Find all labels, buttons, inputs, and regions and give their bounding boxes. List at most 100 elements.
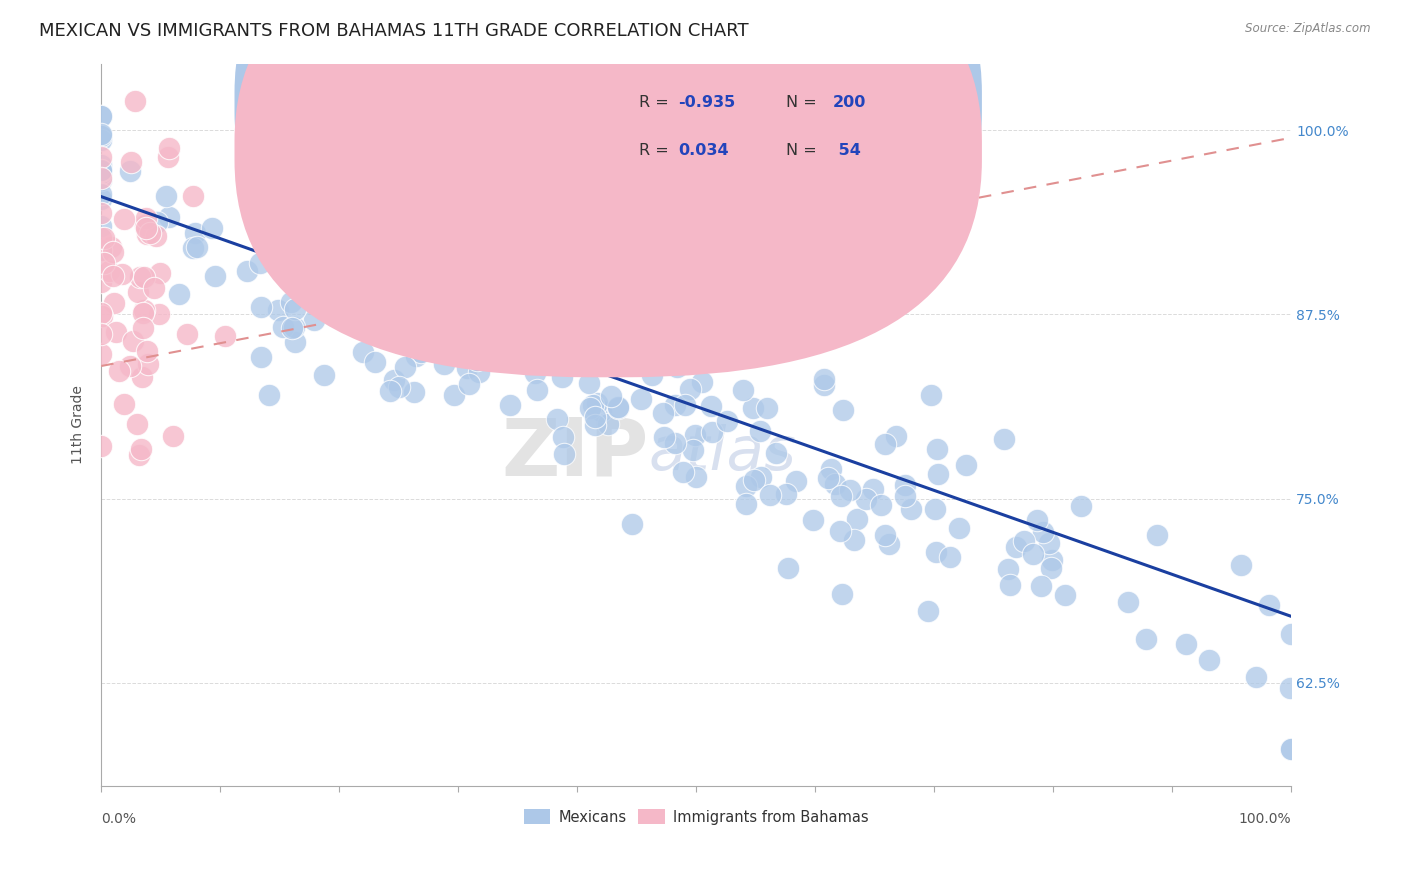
Point (122, 334, 145, 349)
Point (607, 400, 630, 414)
Point (832, 402, 855, 417)
Point (157, 210, 180, 224)
Point (413, 280, 436, 294)
Point (886, 428, 908, 442)
Point (382, 373, 405, 387)
Point (652, 430, 675, 444)
Point (586, 395, 609, 409)
Point (128, 449, 150, 463)
Point (422, 343, 444, 357)
Point (429, 315, 451, 329)
Point (90, 109, 112, 123)
Point (284, 301, 307, 316)
Point (104, 326, 127, 340)
Point (257, 387, 280, 401)
Point (1014, 533, 1036, 548)
Point (98, 264, 121, 278)
Point (112, 397, 135, 411)
Point (148, 266, 170, 280)
Point (131, 370, 153, 384)
Point (347, 128, 370, 143)
Point (583, 410, 606, 425)
Point (405, 349, 427, 363)
Point (526, 383, 548, 397)
Point (1244, 670, 1267, 684)
Point (181, 189, 204, 203)
Point (90, 162, 112, 177)
Point (433, 358, 456, 372)
Point (1230, 558, 1253, 573)
Point (132, 269, 155, 284)
Point (302, 313, 325, 327)
Point (877, 537, 900, 551)
Point (716, 414, 738, 428)
Point (652, 406, 675, 420)
Point (460, 290, 482, 304)
Point (90, 158, 112, 172)
Point (742, 473, 765, 487)
Point (373, 330, 395, 344)
Point (167, 287, 190, 301)
Point (775, 487, 797, 501)
FancyBboxPatch shape (235, 0, 981, 329)
Point (993, 432, 1015, 446)
Point (281, 320, 304, 334)
Point (873, 437, 896, 451)
Point (785, 474, 807, 488)
Point (499, 328, 522, 343)
Point (93, 256, 115, 270)
Point (90, 128, 112, 142)
Point (831, 587, 853, 601)
Point (749, 469, 772, 483)
Point (672, 465, 695, 479)
Point (132, 306, 155, 320)
Point (1279, 742, 1302, 756)
Point (920, 388, 942, 402)
Point (214, 329, 236, 343)
Point (146, 215, 169, 229)
Point (90, 129, 112, 144)
Point (138, 226, 160, 240)
Point (817, 470, 839, 484)
Point (869, 498, 891, 512)
Point (451, 346, 474, 360)
Point (136, 357, 159, 371)
Point (402, 385, 425, 400)
Point (93, 230, 115, 244)
Point (235, 264, 257, 278)
Point (249, 350, 271, 364)
Point (112, 212, 135, 227)
Point (181, 241, 204, 255)
Point (631, 358, 654, 372)
Point (546, 411, 568, 425)
Point (955, 458, 977, 472)
Point (135, 227, 157, 241)
Point (103, 296, 125, 310)
Point (337, 307, 360, 321)
Point (204, 268, 226, 283)
Point (997, 562, 1019, 576)
Point (101, 268, 124, 283)
Point (186, 240, 208, 254)
Point (824, 476, 846, 491)
Legend: Mexicans, Immigrants from Bahamas: Mexicans, Immigrants from Bahamas (517, 804, 875, 830)
Point (508, 305, 530, 319)
Point (315, 262, 337, 277)
Point (742, 401, 765, 415)
Point (162, 429, 184, 443)
Point (330, 309, 353, 323)
Point (626, 343, 648, 358)
Point (266, 194, 288, 208)
Text: R =: R = (640, 95, 673, 110)
Point (544, 358, 567, 372)
Point (90, 133, 112, 147)
Point (1038, 536, 1060, 550)
Point (1025, 513, 1047, 527)
Point (411, 345, 433, 359)
Point (583, 418, 606, 433)
Point (598, 417, 620, 431)
Point (1279, 681, 1302, 695)
Point (90, 173, 112, 187)
Point (523, 367, 546, 381)
Point (465, 318, 488, 333)
